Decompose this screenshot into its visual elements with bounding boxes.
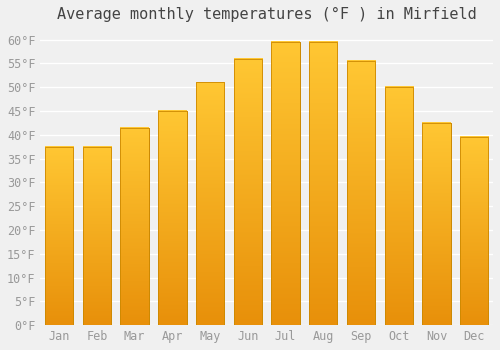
Bar: [196, 83, 224, 325]
Bar: [120, 128, 149, 325]
Bar: [158, 111, 186, 325]
Bar: [422, 123, 450, 325]
Bar: [309, 42, 338, 325]
Bar: [347, 61, 375, 325]
Bar: [309, 42, 338, 325]
Bar: [158, 111, 186, 325]
Bar: [45, 147, 74, 325]
Bar: [45, 147, 74, 325]
Title: Average monthly temperatures (°F ) in Mirfield: Average monthly temperatures (°F ) in Mi…: [57, 7, 476, 22]
Bar: [234, 59, 262, 325]
Bar: [422, 123, 450, 325]
Bar: [196, 83, 224, 325]
Bar: [272, 42, 299, 325]
Bar: [347, 61, 375, 325]
Bar: [384, 87, 413, 325]
Bar: [460, 137, 488, 325]
Bar: [83, 147, 111, 325]
Bar: [384, 87, 413, 325]
Bar: [460, 137, 488, 325]
Bar: [83, 147, 111, 325]
Bar: [120, 128, 149, 325]
Bar: [234, 59, 262, 325]
Bar: [272, 42, 299, 325]
